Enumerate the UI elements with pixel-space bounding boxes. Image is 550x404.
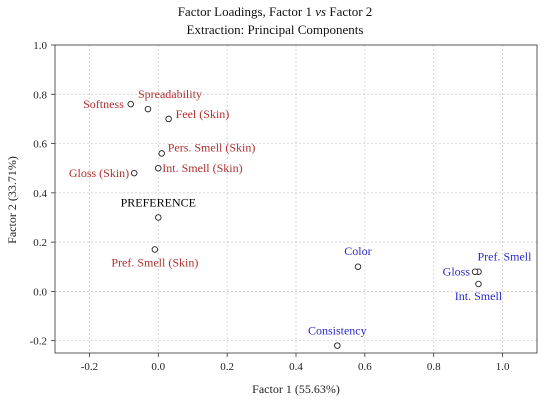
- point-marker: [471, 268, 479, 275]
- x-tick-label: -0.2: [81, 361, 98, 373]
- x-tick-label: 0.0: [151, 361, 165, 373]
- point-marker: [158, 150, 165, 157]
- data-point: Pref. Smell: [475, 250, 532, 275]
- point-label: Gloss: [443, 265, 471, 279]
- data-point: Color: [344, 244, 372, 271]
- data-point: Softness: [83, 97, 134, 111]
- x-tick-label: 0.2: [220, 361, 234, 373]
- data-point: Gloss: [443, 265, 479, 279]
- x-axis-label: Factor 1 (55.63%): [252, 382, 340, 396]
- point-marker: [151, 246, 159, 253]
- point-label: PREFERENCE: [121, 195, 196, 209]
- point-marker: [155, 164, 162, 172]
- y-tick-label: 0.0: [33, 286, 47, 298]
- y-tick-label: 1.0: [33, 40, 47, 52]
- point-marker: [475, 280, 482, 288]
- x-tick-label: 0.4: [289, 361, 303, 373]
- point-label: Int. Smell: [455, 289, 503, 303]
- point-label: Pers. Smell (Skin): [168, 140, 256, 154]
- point-marker: [130, 169, 138, 177]
- y-axis-ticks: -0.2 0.0 0.2 0.4 0.6 0.8 1.0: [30, 40, 55, 348]
- x-tick-label: 1.0: [496, 361, 510, 373]
- chart-subtitle: Extraction: Principal Components: [187, 22, 364, 37]
- point-label: Pref. Smell: [477, 250, 532, 264]
- data-point: Int. Smell (Skin): [155, 161, 243, 175]
- point-marker: [354, 263, 362, 271]
- data-point: PREFERENCE: [121, 195, 196, 221]
- point-marker: [127, 100, 134, 108]
- y-axis-label: Factor 2 (33.71%): [5, 156, 19, 244]
- point-marker: [144, 105, 152, 113]
- y-tick-label: -0.2: [30, 336, 47, 348]
- point-marker: [165, 115, 172, 123]
- y-tick-label: 0.6: [33, 139, 47, 151]
- x-tick-label: 0.8: [427, 361, 441, 373]
- point-label: Feel (Skin): [176, 107, 230, 121]
- point-label: Color: [344, 244, 371, 258]
- x-axis-ticks: -0.2 0.0 0.2 0.4 0.6 0.8 1.0: [81, 353, 510, 373]
- data-point: Consistency: [308, 324, 367, 349]
- point-label: Gloss (Skin): [69, 166, 129, 180]
- point-marker: [155, 214, 162, 221]
- data-point: Pref. Smell (Skin): [111, 246, 198, 270]
- data-point: Gloss (Skin): [69, 166, 138, 180]
- data-point: Feel (Skin): [165, 107, 230, 123]
- point-label: Consistency: [308, 324, 367, 338]
- data-point: Spreadability: [138, 87, 202, 113]
- data-points: Spreadability Softness Feel (Skin) Pers. Sm…: [69, 87, 532, 349]
- point-label: Int. Smell (Skin): [162, 161, 242, 175]
- point-label: Spreadability: [138, 87, 202, 101]
- point-marker: [334, 342, 341, 349]
- y-tick-label: 0.8: [33, 89, 47, 101]
- data-point: Pers. Smell (Skin): [158, 140, 256, 157]
- data-point: Int. Smell: [455, 280, 503, 303]
- y-tick-label: 0.4: [33, 188, 47, 200]
- x-tick-label: 0.6: [358, 361, 372, 373]
- point-label: Pref. Smell (Skin): [111, 256, 198, 270]
- chart-title: Factor Loadings, Factor 1 vs Factor 2: [178, 4, 373, 19]
- y-tick-label: 0.2: [33, 237, 47, 249]
- point-label: Softness: [83, 97, 124, 111]
